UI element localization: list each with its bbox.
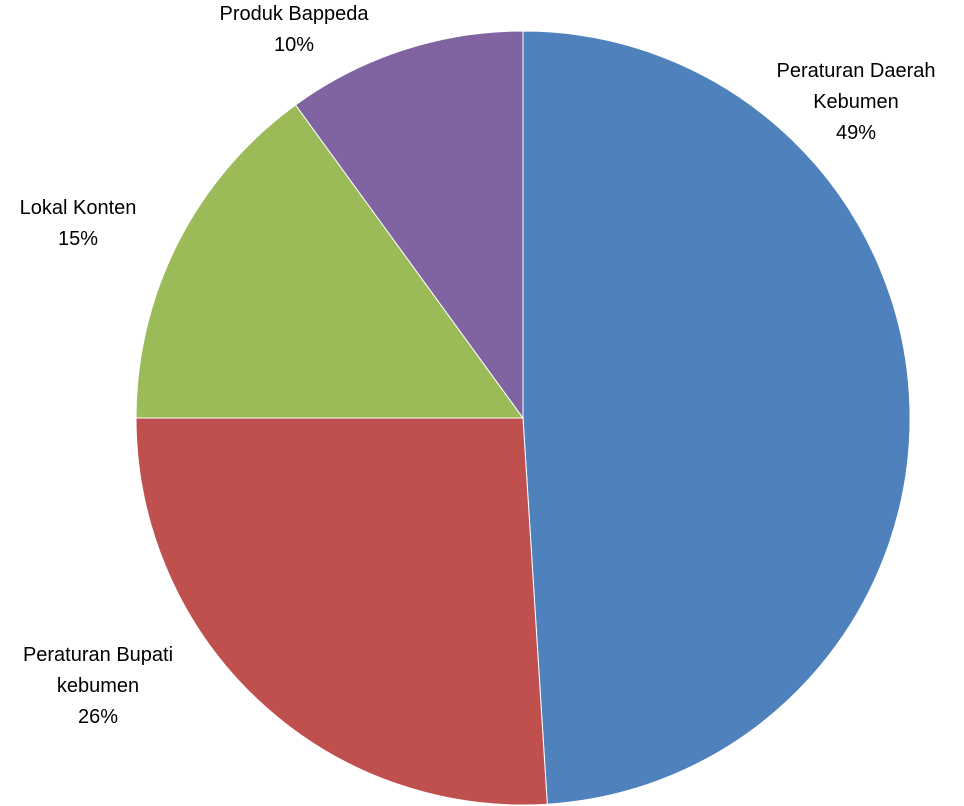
slice-percent: 15% [58, 228, 98, 250]
slice-name: Produk Bappeda [219, 3, 369, 25]
slice-label: Peraturan Bupati kebumen 26% [23, 644, 173, 728]
pie-slice [294, 30, 524, 420]
slice-name: Lokal Konten [20, 197, 137, 219]
pie-slice [522, 30, 911, 805]
slice-name: kebumen [57, 675, 139, 697]
pie-slices [135, 30, 911, 806]
pie-slice [135, 417, 548, 806]
slice-labels: Peraturan Daerah Kebumen 49% Peraturan Bupa… [20, 3, 936, 728]
slice-label: Peraturan Daerah Kebumen 49% [777, 60, 936, 144]
slice-name: Kebumen [813, 91, 899, 113]
pie-slice [135, 104, 524, 419]
slice-label: Lokal Konten 15% [20, 197, 137, 250]
slice-label: Produk Bappeda 10% [219, 3, 369, 56]
slice-name: Peraturan Daerah [777, 60, 936, 82]
slice-name: Peraturan Bupati [23, 644, 173, 666]
slice-percent: 49% [836, 122, 876, 144]
slice-percent: 26% [78, 706, 118, 728]
slice-percent: 10% [274, 34, 314, 56]
